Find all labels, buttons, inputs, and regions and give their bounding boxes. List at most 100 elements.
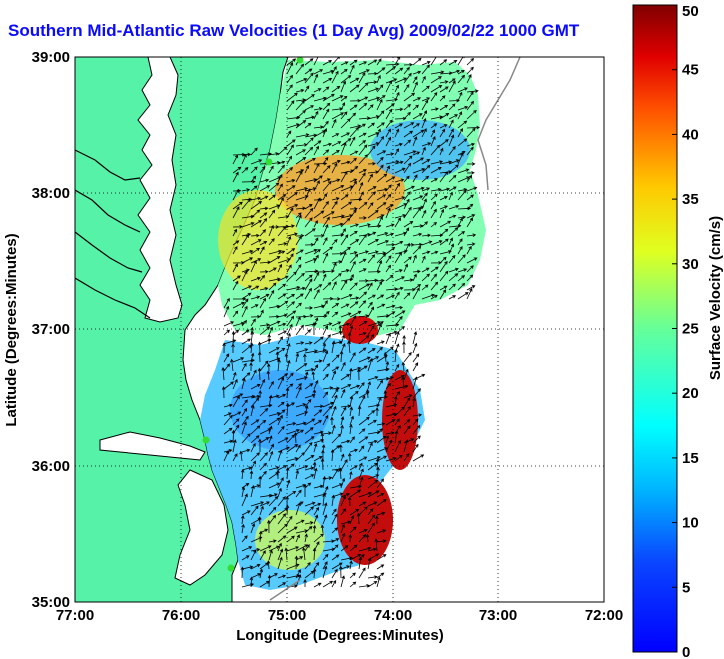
velocity-arrow xyxy=(223,297,230,309)
velocity-arrow xyxy=(466,214,476,219)
velocity-arrow xyxy=(231,330,236,345)
velocity-arrow xyxy=(304,398,312,408)
velocity-arrow xyxy=(241,319,248,327)
slow-current-north xyxy=(370,120,470,180)
velocity-arrow xyxy=(277,263,283,273)
velocity-arrow xyxy=(383,351,388,363)
velocity-arrow xyxy=(322,514,328,525)
velocity-arrow xyxy=(412,168,426,174)
velocity-arrow xyxy=(358,140,367,147)
velocity-arrow xyxy=(367,202,374,210)
velocity-arrow xyxy=(376,428,383,435)
velocity-arrow xyxy=(286,123,300,129)
velocity-arrow xyxy=(295,556,304,561)
velocity-arrow xyxy=(286,139,296,147)
velocity-arrow xyxy=(303,483,307,497)
velocity-arrow xyxy=(466,127,476,138)
velocity-arrow xyxy=(457,69,465,75)
velocity-arrow xyxy=(295,293,304,300)
velocity-arrow xyxy=(340,142,347,156)
velocity-arrow xyxy=(259,550,266,561)
velocity-arrow xyxy=(367,186,377,192)
velocity-arrow xyxy=(241,268,250,273)
velocity-arrow xyxy=(250,233,260,238)
velocity-arrow xyxy=(439,228,449,237)
velocity-arrow xyxy=(277,556,283,570)
velocity-arrow xyxy=(340,545,349,552)
velocity-arrow xyxy=(322,142,332,147)
velocity-arrow xyxy=(349,395,354,408)
velocity-arrow xyxy=(304,105,315,111)
velocity-arrow xyxy=(304,165,309,174)
velocity-arrow xyxy=(349,209,357,219)
velocity-arrow xyxy=(259,323,270,327)
velocity-arrow xyxy=(394,348,398,363)
velocity-arrow xyxy=(250,276,261,282)
velocity-arrow xyxy=(250,548,261,552)
velocity-arrow xyxy=(322,414,329,426)
velocity-arrow xyxy=(232,166,242,174)
velocity-arrow xyxy=(376,340,385,345)
colorbar-tick-label: 25 xyxy=(682,321,699,338)
velocity-arrow xyxy=(358,445,365,453)
velocity-arrow xyxy=(394,116,407,121)
velocity-arrow xyxy=(394,251,402,264)
velocity-arrow xyxy=(439,270,449,282)
velocity-arrow xyxy=(421,250,431,255)
velocity-arrow xyxy=(394,430,399,444)
velocity-arrow xyxy=(232,246,238,255)
velocity-arrow xyxy=(259,505,264,516)
velocity-arrow xyxy=(241,338,252,345)
velocity-arrow xyxy=(232,310,239,318)
velocity-arrow xyxy=(259,309,264,318)
velocity-arrow xyxy=(241,222,255,228)
velocity-arrow xyxy=(322,201,329,210)
velocity-arrow xyxy=(457,74,465,84)
velocity-arrow xyxy=(367,356,380,363)
velocity-arrow xyxy=(349,581,357,588)
velocity-arrow xyxy=(331,95,344,102)
velocity-arrow xyxy=(439,260,448,273)
velocity-arrow xyxy=(430,250,439,255)
velocity-arrow xyxy=(322,373,329,381)
velocity-arrow xyxy=(439,80,449,84)
velocity-arrow xyxy=(304,85,310,93)
velocity-arrow xyxy=(268,256,281,264)
velocity-arrow xyxy=(331,238,338,246)
velocity-arrow xyxy=(295,195,309,201)
velocity-arrow xyxy=(286,286,301,291)
velocity-arrow xyxy=(403,92,416,102)
velocity-arrow xyxy=(340,523,345,534)
velocity-arrow xyxy=(295,249,304,255)
velocity-arrow xyxy=(331,527,339,534)
velocity-arrow xyxy=(466,285,476,291)
velocity-arrow xyxy=(403,419,411,426)
velocity-arrow xyxy=(313,364,319,372)
velocity-arrow xyxy=(349,509,360,516)
velocity-arrow xyxy=(295,363,308,372)
velocity-arrow xyxy=(347,452,352,462)
velocity-arrow xyxy=(330,416,334,426)
velocity-arrow xyxy=(259,297,267,309)
velocity-arrow xyxy=(331,66,337,75)
velocity-arrow xyxy=(240,515,245,525)
velocity-arrow xyxy=(322,334,331,345)
velocity-arrow xyxy=(304,314,314,318)
velocity-arrow xyxy=(304,526,313,534)
velocity-arrow xyxy=(277,401,285,408)
velocity-arrow xyxy=(439,196,448,201)
velocity-arrow xyxy=(457,105,469,111)
velocity-arrow xyxy=(241,486,246,498)
velocity-arrow xyxy=(412,245,422,255)
velocity-arrow xyxy=(358,144,368,156)
velocity-arrow xyxy=(421,99,429,111)
velocity-arrow xyxy=(286,444,299,453)
velocity-arrow xyxy=(277,465,288,471)
velocity-arrow xyxy=(376,164,384,174)
velocity-arrow xyxy=(331,554,340,561)
velocity-arrow xyxy=(376,95,386,102)
velocity-arrow xyxy=(457,138,468,147)
velocity-arrow xyxy=(466,125,481,130)
velocity-arrow xyxy=(221,366,226,381)
velocity-arrow xyxy=(367,357,373,372)
